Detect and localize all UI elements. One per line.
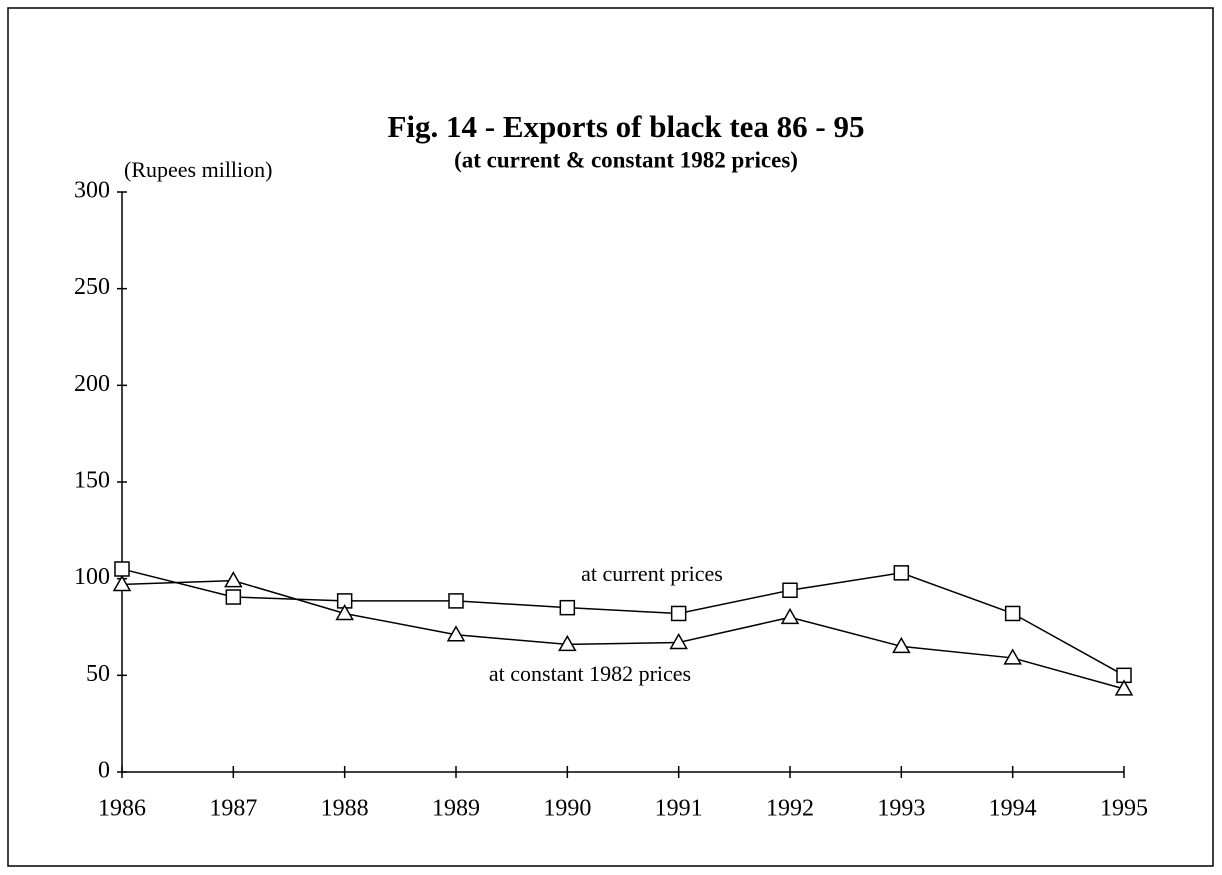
marker-triangle — [1114, 679, 1134, 696]
marker-square — [782, 582, 798, 599]
x-tick-label: 1992 — [766, 796, 814, 822]
y-tick-label: 50 — [86, 661, 110, 687]
frame — [7, 7, 1214, 867]
marker-square — [670, 605, 687, 622]
series-label: at constant 1982 prices — [489, 661, 691, 686]
x-tick-label: 1988 — [321, 796, 369, 822]
x-tick-label: 1990 — [543, 796, 591, 822]
marker-square — [114, 561, 130, 577]
y-tick-label: 0 — [98, 758, 110, 784]
marker-square — [1004, 605, 1021, 622]
y-tick-label: 300 — [74, 178, 110, 204]
y-tick-label: 200 — [74, 371, 110, 397]
x-tick-label: 1994 — [989, 796, 1037, 822]
series-line — [121, 579, 1125, 690]
series-line — [121, 568, 1125, 676]
x-tick-label: 1993 — [877, 796, 925, 822]
marker-triangle — [224, 571, 243, 588]
marker-triangle — [446, 625, 466, 642]
chart-title: Fig. 14 - Exports of black tea 86 - 95 — [387, 109, 864, 144]
y-tick-label: 150 — [74, 468, 110, 494]
marker-square — [225, 589, 242, 605]
x-tick-label: 1991 — [655, 796, 703, 822]
x-tick-label: 1989 — [432, 796, 480, 822]
x-tick-label: 1986 — [98, 796, 146, 822]
y-tick-label: 250 — [74, 274, 110, 300]
y-axis-label: (Rupees million) — [124, 157, 272, 182]
marker-square — [559, 599, 576, 616]
marker-square — [448, 593, 464, 609]
series-label: at current prices — [581, 561, 723, 586]
marker-square — [893, 565, 910, 581]
marker-triangle — [112, 574, 132, 592]
marker-triangle — [558, 634, 577, 652]
x-tick-label: 1995 — [1100, 796, 1148, 822]
marker-triangle — [780, 607, 800, 625]
marker-triangle — [1003, 648, 1022, 665]
y-tick-label: 100 — [74, 564, 110, 590]
marker-triangle — [335, 603, 354, 621]
marker-triangle — [892, 636, 911, 654]
x-tick-label: 1987 — [209, 796, 257, 822]
marker-triangle — [669, 632, 688, 650]
chart-subtitle: (at current & constant 1982 prices) — [454, 147, 798, 172]
